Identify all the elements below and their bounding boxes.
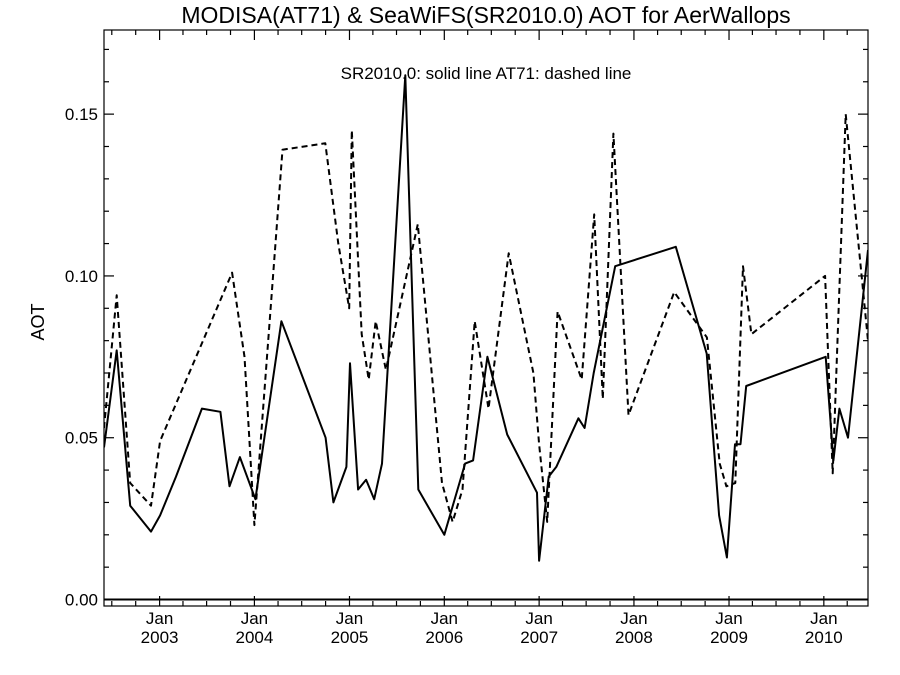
legend-note: SR2010.0: solid line AT71: dashed line bbox=[341, 64, 632, 83]
plot-frame bbox=[103, 29, 869, 607]
x-tick-label-month: Jan bbox=[431, 609, 458, 628]
x-axis-ticks: Jan2003Jan2004Jan2005Jan2006Jan2007Jan20… bbox=[111, 30, 848, 647]
y-tick-label: 0.10 bbox=[65, 267, 98, 286]
x-tick-label-year: 2006 bbox=[425, 628, 463, 647]
x-tick-label-month: Jan bbox=[715, 609, 742, 628]
y-tick-label: 0.05 bbox=[65, 429, 98, 448]
x-tick-label-year: 2008 bbox=[615, 628, 653, 647]
x-tick-label-month: Jan bbox=[810, 609, 837, 628]
x-tick-label-month: Jan bbox=[620, 609, 647, 628]
x-tick-label-year: 2005 bbox=[331, 628, 369, 647]
series-layer bbox=[104, 74, 868, 562]
series-line-at71 bbox=[104, 113, 868, 527]
y-tick-label: 0.15 bbox=[65, 105, 98, 124]
x-tick-label-year: 2003 bbox=[141, 628, 179, 647]
y-tick-label: 0.00 bbox=[65, 591, 98, 610]
x-tick-label-month: Jan bbox=[146, 609, 173, 628]
series-line-sr2010-0 bbox=[104, 74, 868, 562]
x-tick-label-year: 2007 bbox=[520, 628, 558, 647]
x-tick-label-year: 2004 bbox=[235, 628, 273, 647]
x-tick-label-year: 2009 bbox=[710, 628, 748, 647]
x-tick-label-month: Jan bbox=[336, 609, 363, 628]
x-tick-label-year: 2010 bbox=[805, 628, 843, 647]
x-tick-label-month: Jan bbox=[241, 609, 268, 628]
y-axis-ticks: 0.00 0.05 0.10 0.15 bbox=[65, 48, 868, 610]
chart-title: MODISA(AT71) & SeaWiFS(SR2010.0) AOT for… bbox=[181, 2, 790, 28]
y-axis-label: AOT bbox=[28, 303, 48, 340]
x-tick-label-month: Jan bbox=[525, 609, 552, 628]
